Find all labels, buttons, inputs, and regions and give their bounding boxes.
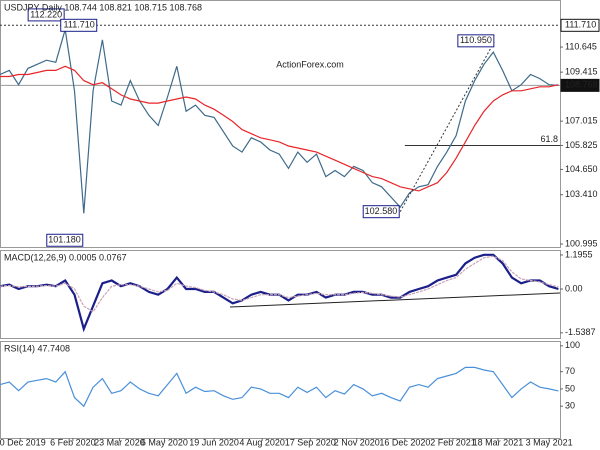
y-tick-label: 103.410	[565, 189, 598, 199]
y-tick-label: 110.645	[565, 41, 597, 51]
y-tick-label: 105.825	[565, 140, 598, 150]
annotation-box	[457, 34, 495, 48]
y-tick-label: 100	[565, 340, 580, 350]
x-tick-label: 19 Jun 2020	[189, 437, 239, 447]
annotation-label: 112.220	[30, 9, 62, 19]
panel-title: USDJPY Daily 108.744 108.821 108.715 108…	[4, 2, 202, 12]
annotation-label: 111.710	[64, 20, 95, 30]
series-line	[0, 29, 559, 214]
trend-line	[229, 292, 561, 308]
series-line	[0, 366, 559, 408]
annotation-label: 110.950	[460, 35, 492, 45]
annotation-box	[362, 205, 400, 219]
y-tick-label: -1.5387	[565, 327, 596, 337]
y-tick-label: 100.995	[565, 238, 598, 248]
series-line	[0, 255, 559, 313]
y-tick-label: 70	[565, 366, 575, 376]
y-tick-label: 1.1955	[565, 249, 593, 259]
x-tick-label: 4 Aug 2020	[239, 437, 285, 447]
annotation-label: 101.180	[48, 235, 81, 245]
price-box-label: 108.768	[565, 80, 598, 90]
panel-frame	[0, 250, 561, 339]
panel-frame	[0, 0, 561, 248]
y-tick-label: 109.415	[565, 67, 598, 77]
panel-frame	[0, 341, 561, 439]
price-box-label: 111.710	[565, 20, 596, 30]
x-tick-label: 17 Sep 2020	[285, 437, 336, 447]
annotation-box	[60, 18, 98, 32]
y-tick-label: 0.00	[565, 283, 583, 293]
watermark: ActionForex.com	[276, 59, 344, 69]
trend-line	[399, 40, 496, 212]
x-tick-label: 6 May 2020	[141, 437, 188, 447]
x-tick-label: 23 Mar 2020	[94, 437, 145, 447]
x-tick-label: 16 Dec 2020	[379, 437, 430, 447]
x-tick-label: 2 Feb 2021	[430, 437, 476, 447]
panel-title: RSI(14) 47.7408	[4, 343, 70, 353]
fib-label: 61.8	[540, 134, 558, 144]
y-tick-label: 104.650	[565, 164, 598, 174]
series-line	[0, 65, 559, 192]
price-box	[560, 78, 600, 92]
x-tick-label: 18 Mar 2021	[473, 437, 524, 447]
y-tick-label: 50	[565, 383, 575, 393]
price-box	[560, 18, 600, 32]
x-tick-label: 3 May 2021	[526, 437, 573, 447]
annotation-box	[27, 8, 65, 22]
x-tick-label: 6 Feb 2020	[50, 437, 96, 447]
annotation-label: 102.580	[365, 206, 398, 216]
x-tick-label: 2 Nov 2020	[334, 437, 380, 447]
panel-title: MACD(12,26,9) 0.0005 0.0767	[4, 252, 127, 262]
annotation-box	[46, 233, 84, 247]
x-tick-label: 20 Dec 2019	[0, 437, 46, 447]
y-tick-label: 30	[565, 401, 575, 411]
y-tick-label: 107.015	[565, 116, 598, 126]
